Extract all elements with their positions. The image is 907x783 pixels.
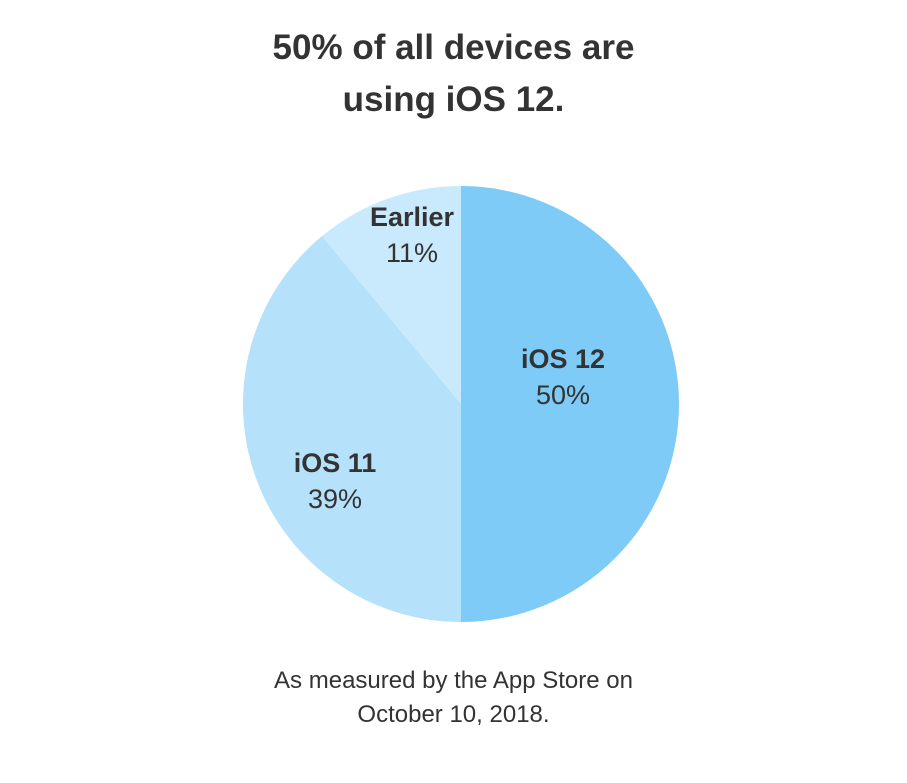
pie-slice-earlier — [322, 186, 461, 404]
slice-value-ios-11: 39% — [308, 484, 362, 514]
caption-line-1: As measured by the App Store on — [274, 667, 633, 694]
slice-value-ios-12: 50% — [536, 380, 590, 410]
slice-label-ios-11: iOS 11 — [294, 448, 377, 478]
pie-slice-ios-12 — [461, 186, 679, 622]
slice-value-earlier: 11% — [386, 238, 438, 268]
slice-label-earlier: Earlier — [370, 202, 455, 232]
slice-label-ios-12: iOS 12 — [521, 344, 605, 374]
caption-line-2: October 10, 2018. — [357, 701, 550, 728]
chart-title-line-1: 50% of all devices are — [272, 28, 635, 67]
chart-title-line-2: using iOS 12. — [342, 80, 565, 119]
pie-slice-ios-11 — [243, 236, 461, 622]
